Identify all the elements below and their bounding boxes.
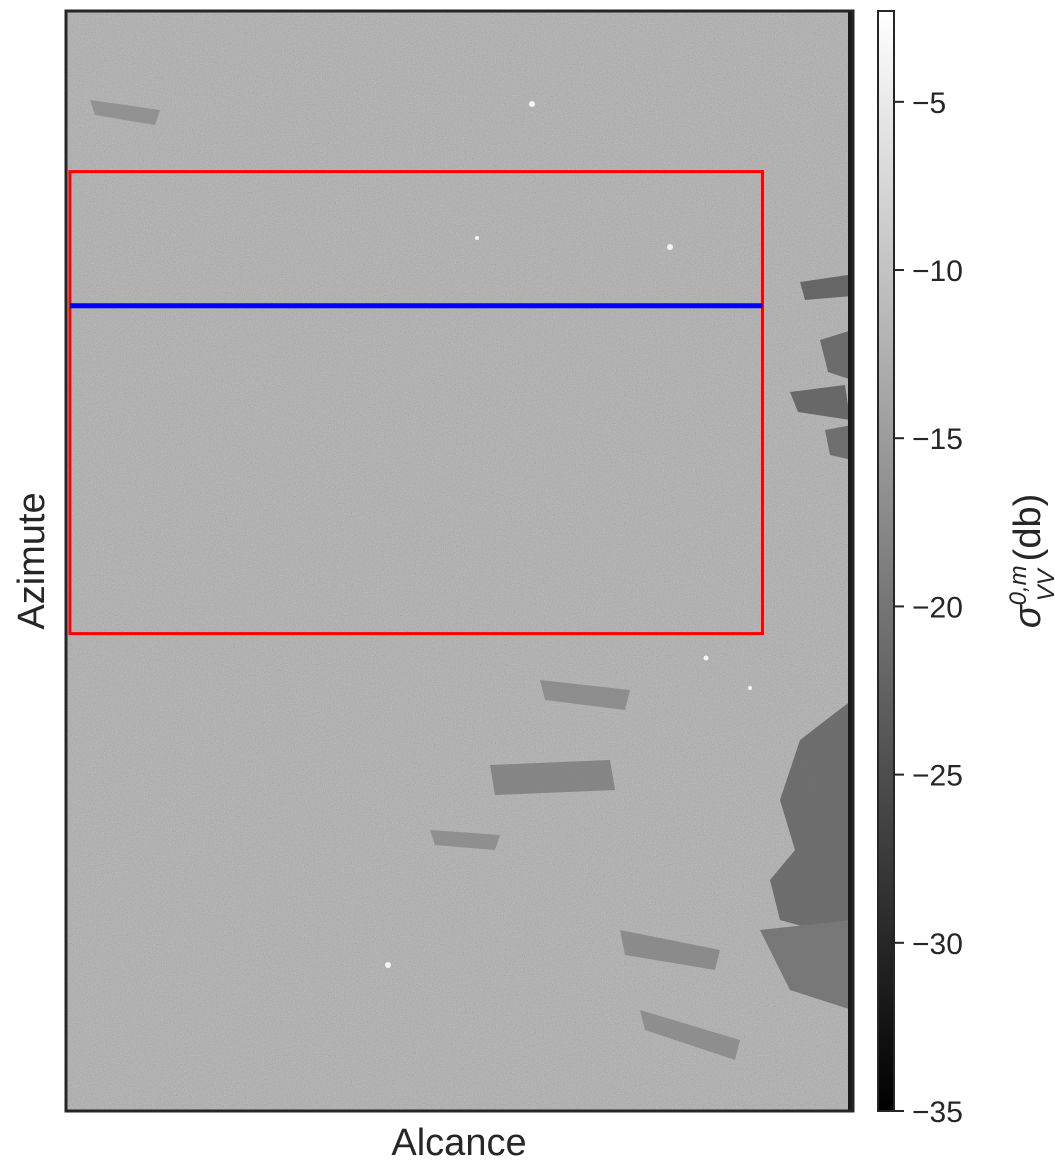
bright-target: [703, 655, 709, 661]
colorbar-tick-label: −30: [912, 928, 963, 961]
dark-streak: [800, 275, 852, 300]
dark-features: [90, 100, 852, 1060]
dark-streak: [620, 930, 720, 970]
colorbar-tick-label: −35: [912, 1096, 963, 1129]
colorbar-label-unit: (db): [1007, 494, 1049, 562]
colorbar-label-symbol: σ: [1007, 603, 1049, 628]
plot-frame: [64, 9, 855, 1113]
bright-target: [667, 244, 673, 250]
dark-streak: [490, 760, 615, 795]
dark-streak: [760, 920, 852, 1010]
region-box: [68, 170, 764, 636]
colorbar-ticks: −35 −30 −25 −20 −15 −10 −5: [894, 87, 963, 1129]
colorbar: −35 −30 −25 −20 −15 −10 −5 σ0,mVV (db): [877, 10, 1055, 1129]
bright-target: [529, 101, 535, 107]
dark-streak: [90, 100, 160, 125]
colorbar-tick-label: −10: [912, 255, 963, 288]
dark-streak: [540, 680, 630, 710]
colorbar-tick-label: −15: [912, 423, 963, 456]
colorbar-tick-label: −25: [912, 760, 963, 793]
dark-streak: [430, 830, 500, 850]
colorbar-gradient: [878, 11, 894, 1111]
colorbar-label-superscript: 0,m: [1005, 565, 1032, 605]
speckle-texture: [66, 11, 853, 1111]
bright-target: [475, 236, 479, 240]
bright-target: [385, 962, 391, 968]
colorbar-tick-label: −5: [912, 87, 946, 120]
sar-image: [66, 11, 853, 1111]
dark-streak: [825, 425, 852, 460]
colorbar-tick-label: −20: [912, 591, 963, 624]
colorbar-label: σ0,mVV (db): [1005, 494, 1055, 629]
dark-streak: [820, 330, 852, 380]
x-axis-label: Alcance: [391, 1122, 526, 1162]
dark-streak: [790, 385, 850, 420]
y-axis-label: Azimute: [11, 492, 53, 629]
dark-streak: [770, 700, 852, 940]
bright-target: [748, 686, 752, 690]
colorbar-label-subscript: VV: [1033, 567, 1055, 601]
colorbar-frame: [877, 10, 895, 1112]
swath-edge: [848, 11, 853, 1111]
bright-targets: [385, 101, 752, 968]
dark-streak: [640, 1010, 740, 1060]
